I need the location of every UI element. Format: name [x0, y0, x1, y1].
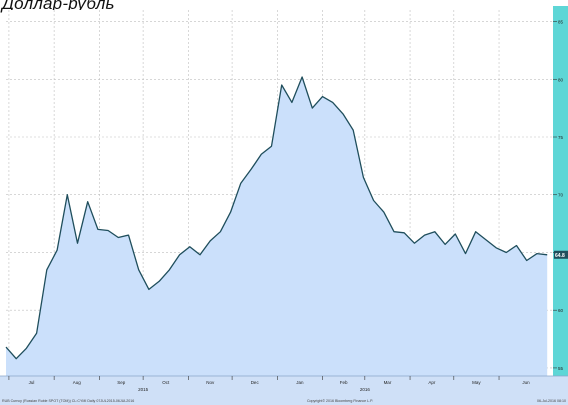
y-tick-label: 80 [558, 77, 564, 82]
x-tick-label: Nov [206, 380, 215, 385]
last-value-box [554, 250, 568, 259]
x-tick-label: Jan [296, 380, 304, 385]
x-tick-label: Dec [251, 380, 260, 385]
y-tick-label: 75 [558, 135, 564, 140]
y-tick-label: 60 [558, 308, 564, 313]
x-tick-label: Feb [340, 380, 348, 385]
y-tick-label: 55 [558, 366, 564, 371]
chart-title: Доллар-рубль [2, 0, 115, 13]
series-line [5, 76, 548, 360]
footer-center: Copyright© 2016 Bloomberg Finance L.P. [307, 399, 373, 403]
x-tick-label: Oct [162, 380, 170, 385]
y-tick-label: 70 [558, 193, 564, 198]
right-axis-bar [553, 6, 568, 376]
series-area [6, 77, 548, 376]
footer-right: 06-Jul-2016 08:10 [537, 399, 566, 403]
x-tick-label: Jul [29, 380, 35, 385]
x-tick-label: Mar [384, 380, 392, 385]
x-tick-label: Aug [73, 380, 82, 385]
footer-left: RUB Curncy (Russian Ruble SPOT (TOM)) CL… [2, 399, 134, 403]
last-value-label: 64.8 [555, 253, 565, 259]
x-tick-label: May [472, 380, 481, 385]
x-tick-label: Jun [522, 380, 530, 385]
x-tick-label: Apr [428, 380, 436, 385]
x-tick-label: Sep [117, 380, 126, 385]
x-year-label: 2015 [138, 387, 149, 392]
y-tick-label: 85 [558, 20, 564, 25]
bottom-axis-bar [0, 376, 568, 405]
x-year-label: 2016 [360, 387, 371, 392]
